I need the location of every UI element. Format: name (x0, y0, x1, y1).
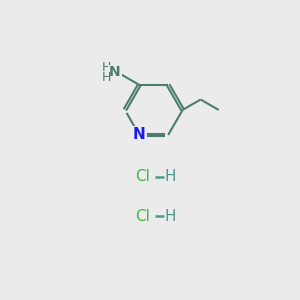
Text: N: N (109, 65, 121, 79)
Text: H: H (101, 71, 111, 84)
Text: H: H (164, 209, 176, 224)
Text: Cl: Cl (135, 169, 150, 184)
Text: H: H (164, 169, 176, 184)
Text: N: N (133, 128, 146, 142)
Text: Cl: Cl (135, 209, 150, 224)
Text: H: H (101, 61, 111, 74)
